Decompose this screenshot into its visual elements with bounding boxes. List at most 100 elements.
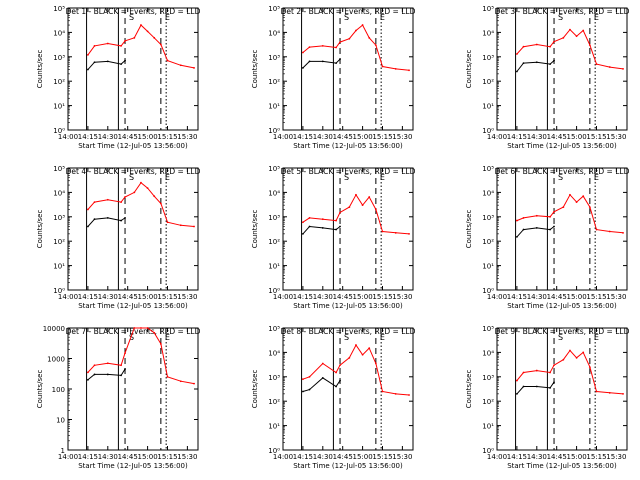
plot-frame bbox=[67, 167, 199, 291]
series-line-events bbox=[87, 368, 126, 381]
data-point bbox=[106, 362, 109, 365]
x-tick-label: 14:00 bbox=[273, 293, 293, 301]
data-point bbox=[522, 371, 525, 374]
y-tick-label: 10 bbox=[56, 417, 65, 425]
x-tick-label: 14:00 bbox=[487, 133, 507, 141]
panel-title: Det 1 - BLACK = Events, RED = LLD bbox=[66, 7, 201, 16]
series-line-events bbox=[302, 58, 341, 69]
data-point bbox=[339, 364, 341, 367]
x-tick-label: 14:00 bbox=[487, 293, 507, 301]
data-point bbox=[381, 230, 384, 233]
data-point bbox=[374, 208, 377, 211]
x-tick-label: 14:15 bbox=[78, 453, 98, 461]
data-point bbox=[301, 232, 304, 235]
data-point bbox=[562, 206, 565, 208]
data-point bbox=[374, 44, 377, 47]
panel-title: Det 6 - BLACK = Events, RED = LLD bbox=[495, 167, 630, 176]
series-line-events bbox=[516, 381, 555, 395]
marker-end-label: E bbox=[165, 333, 170, 342]
x-tick-label: 14:30 bbox=[98, 293, 118, 301]
x-tick-label: 14:30 bbox=[313, 293, 333, 301]
marker-start-label: S bbox=[558, 173, 563, 182]
data-point bbox=[582, 29, 585, 32]
x-tick-label: 15:15 bbox=[372, 453, 392, 461]
data-point bbox=[348, 37, 351, 40]
y-tick-label: 10² bbox=[53, 78, 65, 86]
data-point bbox=[120, 219, 122, 222]
x-axis-label: Start Time (12-Jul-05 13:56:00) bbox=[293, 302, 403, 310]
x-axis-label: Start Time (12-Jul-05 13:56:00) bbox=[507, 142, 617, 150]
x-tick-label: 15:30 bbox=[606, 133, 626, 141]
data-point bbox=[120, 44, 122, 47]
y-tick-label: 10⁴ bbox=[53, 189, 65, 197]
x-tick-label: 15:00 bbox=[566, 133, 586, 141]
x-axis-label: Start Time (12-Jul-05 13:56:00) bbox=[293, 142, 403, 150]
plot-frame bbox=[496, 7, 628, 131]
data-point bbox=[595, 228, 598, 231]
x-tick-label: 15:00 bbox=[352, 453, 372, 461]
data-point bbox=[93, 364, 96, 367]
x-tick-label: 14:30 bbox=[313, 453, 333, 461]
data-point bbox=[124, 217, 126, 219]
y-tick-label: 10⁰ bbox=[268, 127, 280, 135]
series-line-events bbox=[302, 377, 341, 392]
data-point bbox=[301, 378, 304, 381]
data-point bbox=[368, 196, 371, 198]
x-tick-label: 14:30 bbox=[527, 133, 547, 141]
data-point bbox=[153, 195, 156, 198]
data-point bbox=[588, 44, 591, 47]
data-point bbox=[86, 371, 89, 374]
y-tick-label: 10⁰ bbox=[268, 447, 280, 455]
x-tick-label: 14:15 bbox=[507, 133, 527, 141]
data-point bbox=[335, 385, 337, 388]
x-tick-label: 15:00 bbox=[137, 133, 157, 141]
y-axis-label: Counts/sec bbox=[251, 210, 259, 249]
data-point bbox=[124, 39, 126, 42]
marker-start-label: S bbox=[129, 173, 134, 182]
x-tick-label: 15:30 bbox=[606, 453, 626, 461]
x-tick-label: 15:30 bbox=[606, 293, 626, 301]
data-point bbox=[549, 371, 551, 374]
data-point bbox=[622, 392, 624, 395]
y-tick-label: 10² bbox=[482, 398, 494, 406]
y-tick-label: 10¹ bbox=[482, 103, 494, 111]
marker-end-label: E bbox=[165, 173, 170, 182]
data-point bbox=[562, 36, 565, 39]
y-tick-label: 10² bbox=[482, 78, 494, 86]
x-tick-label: 14:15 bbox=[507, 453, 527, 461]
marker-start-label: S bbox=[558, 13, 563, 22]
data-point bbox=[159, 202, 162, 205]
y-tick-label: 10⁴ bbox=[268, 29, 280, 37]
x-tick-label: 15:00 bbox=[352, 133, 372, 141]
data-point bbox=[408, 232, 410, 235]
data-point bbox=[394, 67, 397, 70]
data-point bbox=[140, 181, 142, 184]
panel-title: Det 3 - BLACK = Events, RED = LLD bbox=[495, 7, 630, 16]
plot-frame bbox=[496, 327, 628, 451]
series-line-lld bbox=[516, 28, 624, 70]
data-point bbox=[321, 60, 324, 63]
data-point bbox=[355, 344, 357, 346]
data-point bbox=[575, 35, 578, 38]
data-point bbox=[335, 46, 337, 49]
x-tick-label: 15:15 bbox=[157, 453, 177, 461]
data-point bbox=[535, 369, 538, 372]
data-point bbox=[582, 195, 585, 198]
series-line-events bbox=[516, 226, 555, 238]
data-point bbox=[339, 41, 341, 44]
data-point bbox=[553, 210, 555, 213]
y-tick-label: 1 bbox=[61, 447, 65, 455]
y-tick-label: 10² bbox=[53, 238, 65, 246]
data-point bbox=[408, 394, 410, 396]
x-axis-label: Start Time (12-Jul-05 13:56:00) bbox=[507, 462, 617, 470]
x-tick-label: 14:45 bbox=[118, 453, 138, 461]
plot-frame bbox=[282, 327, 414, 451]
data-point bbox=[308, 60, 311, 63]
y-tick-label: 10¹ bbox=[53, 103, 65, 111]
x-tick-label: 14:00 bbox=[273, 133, 293, 141]
data-point bbox=[124, 352, 126, 355]
data-point bbox=[86, 378, 89, 381]
y-tick-label: 10² bbox=[482, 238, 494, 246]
